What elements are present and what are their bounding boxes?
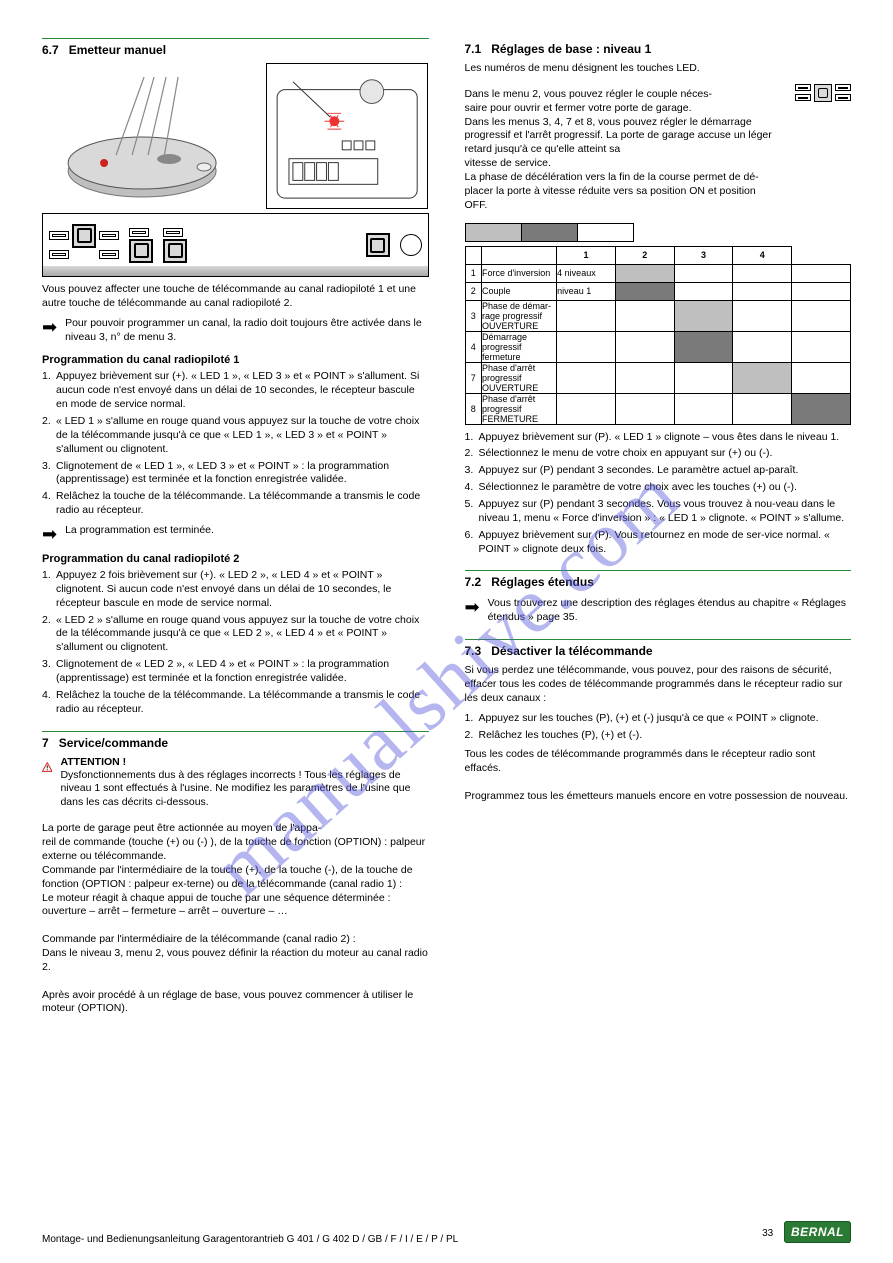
led-1 — [49, 231, 69, 240]
sub-heading: Programmation du canal radiopiloté 1 — [42, 354, 429, 366]
sec-number: 6.7 — [42, 43, 59, 57]
list-item: Appuyez brièvement sur (+). « LED 1 », «… — [42, 370, 429, 412]
note-arrow-icon: ➡ — [42, 318, 57, 336]
note-arrow-icon: ➡ — [465, 598, 480, 616]
sec-title: Réglages de base : niveau 1 — [491, 42, 651, 56]
sec-title: Service/commande — [59, 736, 168, 750]
remote-illustration — [42, 63, 266, 209]
note-arrow-icon: ➡ — [42, 525, 57, 543]
sec-number: 7.3 — [465, 644, 482, 658]
caution-text: Dysfonctionnements dus à des réglages in… — [60, 769, 428, 811]
sec-title: Désactiver la télécommande — [491, 644, 652, 658]
list-item: Appuyez sur les touches (P), (+) et (-) … — [465, 712, 852, 726]
control-unit-illustration — [266, 63, 428, 209]
paragraph: La porte de garage peut être actionnée a… — [42, 822, 429, 1016]
list-item: Clignotement de « LED 1 », « LED 3 » et … — [42, 460, 429, 488]
sec-title: Réglages étendus — [491, 575, 594, 589]
page-number: 33 — [762, 1228, 773, 1239]
led-4 — [99, 250, 119, 259]
list-item: Appuyez 2 fois brièvement sur (+). « LED… — [42, 569, 429, 611]
button-p[interactable] — [49, 224, 119, 259]
button-minus[interactable] — [129, 228, 153, 263]
paragraph: Vous pouvez affecter une touche de téléc… — [42, 283, 429, 311]
button-ok[interactable] — [366, 233, 390, 257]
paragraph: Si vous perdez une télécommande, vous po… — [465, 664, 852, 706]
paragraph: Tous les codes de télécommande programmé… — [465, 748, 852, 803]
list-item: Sélectionnez le paramètre de votre choix… — [465, 481, 852, 495]
list-item: Appuyez sur (P) pendant 3 secondes. Le p… — [465, 464, 852, 478]
list-item: Sélectionnez le menu de votre choix en a… — [465, 447, 852, 461]
settings-table: 12341Force d'inversion4 niveaux2Coupleni… — [465, 246, 852, 425]
list-item: Appuyez sur (P) pendant 3 secondes. Vous… — [465, 498, 852, 526]
legend-table — [465, 223, 634, 242]
list-item: « LED 1 » s'allume en rouge quand vous a… — [42, 415, 429, 457]
led-3 — [49, 250, 69, 259]
point-led — [400, 234, 422, 256]
sec-number: 7.1 — [465, 42, 482, 56]
sec-title: Emetteur manuel — [69, 43, 166, 57]
list-item: Relâchez les touches (P), (+) et (-). — [465, 729, 852, 743]
sec-number: 7.2 — [465, 575, 482, 589]
led-2 — [99, 231, 119, 240]
list-item: Relâchez la touche de la télécommande. L… — [42, 689, 429, 717]
paragraph: Les numéros de menu désignent les touche… — [465, 62, 852, 76]
sub-heading: Programmation du canal radiopiloté 2 — [42, 553, 429, 565]
brand-logo: BERNAL — [784, 1221, 851, 1243]
list-item: Relâchez la touche de la télécommande. L… — [42, 490, 429, 518]
sec-number: 7 — [42, 736, 49, 750]
figure-remote-panel — [42, 63, 429, 277]
note-text: Pour pouvoir programmer un canal, la rad… — [65, 317, 428, 345]
note-text: Vous trouverez une description des régla… — [488, 597, 851, 625]
caution-heading: ATTENTION ! — [60, 756, 428, 768]
footer-text: Montage- und Bedienungsanleitung Garagen… — [42, 1234, 458, 1245]
list-item: Appuyez brièvement sur (P). « LED 1 » cl… — [465, 431, 852, 445]
mini-button-diagram — [795, 84, 851, 102]
warning-icon — [42, 756, 52, 778]
button-plus[interactable] — [163, 228, 187, 263]
paragraph: Dans le menu 2, vous pouvez régler le co… — [465, 88, 782, 213]
note-text: La programmation est terminée. — [65, 524, 214, 538]
button-panel — [42, 213, 429, 277]
list-item: « LED 2 » s'allume en rouge quand vous a… — [42, 614, 429, 656]
list-item: Clignotement de « LED 2 », « LED 4 » et … — [42, 658, 429, 686]
list-item: Appuyez brièvement sur (P). Vous retourn… — [465, 529, 852, 557]
